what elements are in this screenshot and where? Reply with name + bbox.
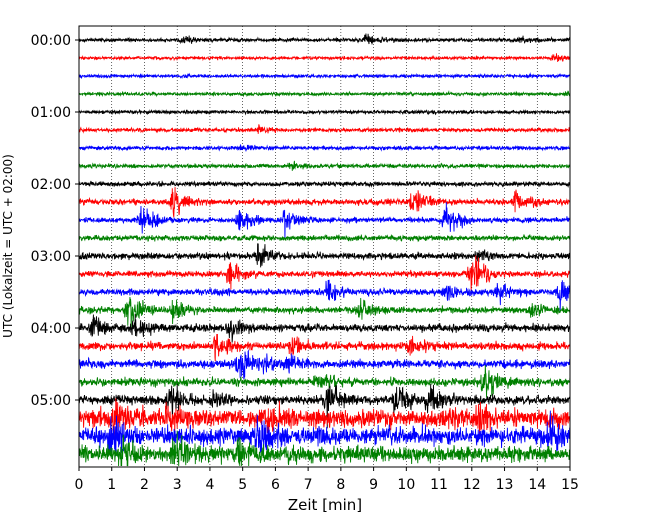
x-tick-label: 6 xyxy=(271,477,280,493)
x-tick-label: 11 xyxy=(430,477,448,493)
trace-row-0145 xyxy=(78,160,571,171)
x-tick-label: 14 xyxy=(528,477,546,493)
x-tick-label: 0 xyxy=(75,477,84,493)
x-tick-label: 5 xyxy=(238,477,247,493)
trace-row-0400 xyxy=(78,314,571,343)
trace-row-0330 xyxy=(78,279,571,312)
y-tick-label: 02:00 xyxy=(31,177,71,193)
y-tick-label: 05:00 xyxy=(31,393,71,409)
trace-row-0315 xyxy=(78,255,571,295)
trace-row-0445 xyxy=(78,365,571,398)
x-tick-label: 3 xyxy=(173,477,182,493)
y-tick-label: 03:00 xyxy=(31,249,71,265)
trace-row-0530 xyxy=(78,410,571,457)
y-axis-label: UTC (Lokalzeit = UTC + 02:00) xyxy=(1,154,15,338)
trace-row-0130 xyxy=(78,144,571,152)
trace-row-0430 xyxy=(78,349,571,380)
x-tick-label: 2 xyxy=(140,477,149,493)
trace-row-0515 xyxy=(78,398,571,440)
y-axis-ticks: 00:00 01:00 02:00 03:00 04:00 05:00 xyxy=(31,33,79,409)
trace-row-0115 xyxy=(78,124,571,134)
plot-frame xyxy=(78,25,571,468)
x-tick-label: 8 xyxy=(336,477,345,493)
trace-row-0015 xyxy=(78,53,571,63)
x-tick-label: 9 xyxy=(369,477,378,493)
trace-row-0000 xyxy=(78,33,571,45)
trace-row-0415 xyxy=(78,333,571,362)
y-tick-label: 04:00 xyxy=(31,321,71,337)
y-tick-label: 01:00 xyxy=(31,105,71,121)
trace-row-0300 xyxy=(78,243,571,268)
trace-rows xyxy=(78,33,571,467)
x-tick-label: 4 xyxy=(205,477,214,493)
x-tick-label: 1 xyxy=(107,477,116,493)
trace-row-0245 xyxy=(78,233,571,243)
trace-row-0200 xyxy=(78,180,571,188)
y-tick-label: 00:00 xyxy=(31,33,71,49)
trace-row-0500 xyxy=(78,383,571,429)
x-tick-label: 7 xyxy=(304,477,313,493)
trace-row-0100 xyxy=(78,108,571,116)
x-tick-label: 13 xyxy=(496,477,514,493)
x-axis-ticks: 0 1 2 3 4 5 6 7 8 9 10 11 12 13 14 15 xyxy=(75,467,579,493)
trace-row-0215 xyxy=(78,187,571,218)
x-tick-label: 12 xyxy=(463,477,481,493)
x-tick-label: 15 xyxy=(561,477,579,493)
trace-row-0045 xyxy=(78,90,571,98)
trace-row-0345 xyxy=(78,296,571,330)
x-axis-label: Zeit [min] xyxy=(288,496,362,514)
trace-row-0230 xyxy=(78,202,571,240)
trace-row-0030 xyxy=(78,72,571,80)
trace-row-0545 xyxy=(78,430,571,467)
x-tick-label: 10 xyxy=(397,477,415,493)
